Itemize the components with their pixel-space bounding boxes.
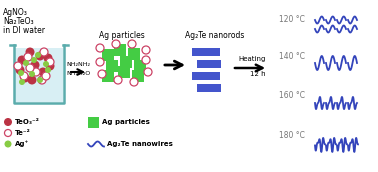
Bar xyxy=(15,48,63,102)
Text: NH₃H₂O: NH₃H₂O xyxy=(66,71,90,76)
Circle shape xyxy=(36,51,45,61)
Text: 12 h: 12 h xyxy=(250,71,266,77)
Circle shape xyxy=(26,64,34,72)
Text: Ag₂Te nanowires: Ag₂Te nanowires xyxy=(107,141,173,147)
Circle shape xyxy=(144,68,152,76)
Circle shape xyxy=(31,57,37,63)
Bar xyxy=(114,44,126,56)
Circle shape xyxy=(24,53,32,61)
Text: Ag⁺: Ag⁺ xyxy=(15,141,29,147)
Circle shape xyxy=(18,70,24,76)
Circle shape xyxy=(43,53,53,62)
Bar xyxy=(192,72,220,80)
Circle shape xyxy=(96,44,104,52)
Circle shape xyxy=(39,67,48,77)
Circle shape xyxy=(45,62,54,71)
Circle shape xyxy=(25,47,34,56)
Bar xyxy=(88,117,99,128)
Circle shape xyxy=(128,40,136,48)
Circle shape xyxy=(35,52,41,58)
Bar xyxy=(120,56,132,68)
Bar xyxy=(192,48,220,56)
Circle shape xyxy=(98,70,106,78)
Text: Ag particles: Ag particles xyxy=(102,119,150,125)
Circle shape xyxy=(4,118,12,126)
Text: 140 °C: 140 °C xyxy=(279,51,305,61)
Bar xyxy=(197,60,221,68)
Bar xyxy=(134,60,146,72)
Circle shape xyxy=(40,48,48,56)
Circle shape xyxy=(14,62,22,70)
Text: 120 °C: 120 °C xyxy=(279,14,305,24)
Text: TeO₃⁻²: TeO₃⁻² xyxy=(15,119,40,125)
Circle shape xyxy=(17,56,26,64)
Text: Heating: Heating xyxy=(238,56,266,62)
Circle shape xyxy=(20,73,29,83)
Circle shape xyxy=(5,141,11,148)
Bar xyxy=(197,84,221,92)
Circle shape xyxy=(96,58,104,66)
Circle shape xyxy=(15,66,25,74)
Bar xyxy=(128,48,140,60)
Text: Te⁻²: Te⁻² xyxy=(15,130,31,136)
Text: Na₂TeO₃: Na₂TeO₃ xyxy=(3,17,34,26)
Text: AgNO₃: AgNO₃ xyxy=(3,8,28,17)
Circle shape xyxy=(142,46,150,54)
Circle shape xyxy=(42,72,50,80)
Circle shape xyxy=(142,56,150,64)
Circle shape xyxy=(114,76,122,84)
Text: NH₂NH₂: NH₂NH₂ xyxy=(66,62,90,67)
Circle shape xyxy=(37,77,43,83)
Text: in DI water: in DI water xyxy=(3,26,45,35)
Circle shape xyxy=(29,71,35,77)
Circle shape xyxy=(23,60,29,66)
Text: Ag₂Te nanorods: Ag₂Te nanorods xyxy=(185,30,245,40)
Circle shape xyxy=(20,72,28,80)
Bar xyxy=(118,66,130,78)
Circle shape xyxy=(112,40,120,48)
Circle shape xyxy=(19,79,25,85)
Circle shape xyxy=(5,130,11,137)
Text: Ag particles: Ag particles xyxy=(99,30,145,40)
Circle shape xyxy=(31,61,39,69)
Text: 160 °C: 160 °C xyxy=(279,92,305,100)
Circle shape xyxy=(38,76,46,84)
Circle shape xyxy=(46,58,54,66)
Circle shape xyxy=(32,68,40,76)
Circle shape xyxy=(130,78,138,86)
Text: 180 °C: 180 °C xyxy=(279,132,305,141)
Bar xyxy=(102,49,114,61)
Circle shape xyxy=(28,76,37,84)
Circle shape xyxy=(43,61,49,67)
Circle shape xyxy=(45,67,51,73)
Bar xyxy=(102,70,114,82)
Bar xyxy=(132,70,144,82)
Bar xyxy=(106,60,118,72)
